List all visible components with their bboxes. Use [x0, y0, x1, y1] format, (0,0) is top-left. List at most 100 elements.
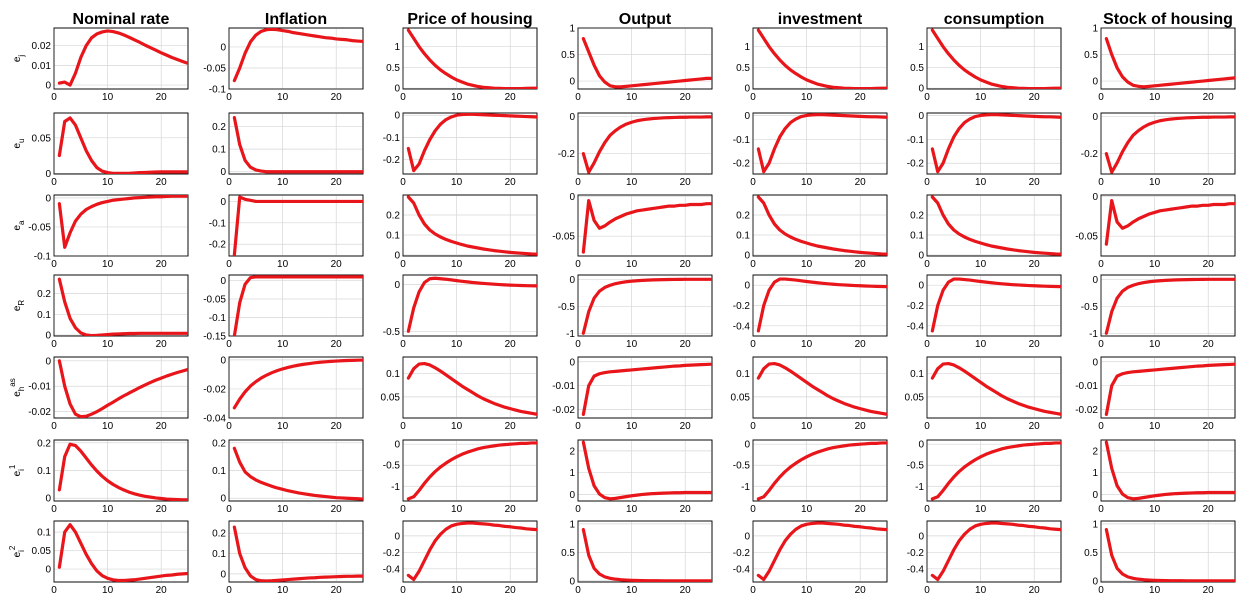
x-tick-label: 20 — [331, 259, 343, 270]
x-tick-label: 0 — [750, 177, 756, 188]
panel-border — [228, 194, 364, 257]
y-tick-label: 0.1 — [736, 369, 750, 380]
x-tick-label: 10 — [975, 177, 987, 188]
panel-5-5: 0 10 20 -1 -0.5 0 — [907, 439, 1062, 515]
panel-frame — [752, 520, 888, 583]
panel-3-0: 0 10 20 0 0.1 0.2 — [37, 274, 189, 350]
x-tick-label: 0 — [226, 421, 232, 432]
x-tick-label: 20 — [331, 92, 343, 103]
y-tick-label: 0 — [220, 494, 226, 505]
series-line — [756, 113, 887, 174]
panel-border — [53, 439, 189, 502]
y-tick-label: 0.05 — [731, 392, 751, 403]
series-line — [581, 527, 712, 582]
panel-border — [577, 439, 713, 502]
x-tick-label: 10 — [277, 177, 289, 188]
x-tick-label: 20 — [855, 504, 867, 515]
series-line — [406, 521, 537, 582]
panel-frame — [228, 194, 364, 257]
series-line — [406, 361, 537, 416]
panel-border — [577, 27, 713, 90]
series-line — [581, 37, 712, 89]
y-tick-label: 1 — [569, 24, 575, 35]
series-line — [1104, 198, 1235, 246]
row-label-text: eR — [12, 300, 26, 312]
x-tick-label: 10 — [975, 504, 987, 515]
y-tick-label: 0.05 — [381, 392, 401, 403]
series-line — [1104, 527, 1235, 582]
y-tick-label: 0 — [394, 111, 400, 122]
series-line — [57, 442, 188, 501]
row-label-sup: 1 — [8, 464, 17, 469]
x-tick-label: 0 — [51, 504, 57, 515]
panel-frame — [926, 439, 1062, 502]
y-tick-label: -0.1 — [733, 135, 751, 146]
row-label: ej — [12, 55, 26, 63]
x-tick-label: 0 — [400, 177, 406, 188]
panel-border — [1100, 194, 1236, 257]
x-tick-label: 20 — [1203, 585, 1215, 594]
x-tick-label: 10 — [277, 259, 289, 270]
y-tick-label: -0.4 — [733, 564, 751, 575]
y-tick-label: 0 — [569, 576, 575, 587]
series-line — [57, 29, 188, 87]
y-tick-label: 0.1 — [37, 466, 51, 477]
x-tick-label: 10 — [626, 504, 638, 515]
series-line — [930, 361, 1061, 416]
series-line — [756, 521, 887, 582]
x-tick-label: 10 — [801, 259, 813, 270]
y-tick-label: 0 — [918, 281, 924, 292]
x-tick-label: 0 — [226, 259, 232, 270]
column-title: Output — [619, 11, 672, 28]
y-tick-label: 0.05 — [32, 133, 52, 144]
x-tick-label: 0 — [750, 92, 756, 103]
y-tick-label: -0.5 — [383, 327, 401, 338]
y-tick-label: 0.2 — [212, 122, 226, 133]
y-tick-label: 0.1 — [212, 466, 226, 477]
y-tick-label: -0.1 — [383, 133, 401, 144]
row-label-main: e — [12, 391, 23, 397]
y-tick-label: -0.1 — [907, 135, 925, 146]
y-tick-label: -0.2 — [907, 159, 925, 170]
series-line — [232, 195, 363, 256]
y-tick-label: -0.02 — [28, 407, 51, 418]
x-tick-label: 0 — [51, 339, 57, 350]
panel-border — [228, 112, 364, 175]
x-tick-label: 0 — [924, 177, 930, 188]
panel-frame — [926, 27, 1062, 90]
x-tick-label: 20 — [331, 585, 343, 594]
panel-frame — [577, 274, 713, 337]
panel-frame — [926, 112, 1062, 175]
panel-frame — [752, 27, 888, 90]
y-tick-label: -0.2 — [558, 149, 576, 160]
y-tick-label: 0.2 — [212, 529, 226, 540]
panel-border — [752, 27, 888, 90]
x-tick-label: 0 — [750, 421, 756, 432]
x-tick-label: 10 — [975, 339, 987, 350]
y-tick-label: 0 — [45, 330, 51, 341]
y-tick-label: -0.02 — [1075, 405, 1098, 416]
x-tick-label: 0 — [924, 92, 930, 103]
y-tick-label: 0.1 — [910, 369, 924, 380]
y-tick-label: 0 — [1092, 192, 1098, 203]
x-tick-label: 20 — [156, 92, 168, 103]
panel-border — [577, 194, 713, 257]
y-tick-label: 0.1 — [37, 528, 51, 539]
x-tick-label: 0 — [1098, 92, 1104, 103]
panel-frame — [926, 520, 1062, 583]
y-tick-label: -0.2 — [383, 155, 401, 166]
x-tick-label: 0 — [575, 177, 581, 188]
series-line — [930, 113, 1061, 174]
x-tick-label: 0 — [575, 585, 581, 594]
x-tick-label: 10 — [277, 421, 289, 432]
series-line — [756, 28, 887, 89]
x-tick-label: 0 — [51, 421, 57, 432]
y-tick-label: -0.2 — [733, 301, 751, 312]
panel-1-2: 0 10 20 -0.2 -0.1 0 — [383, 111, 538, 188]
panel-border — [1100, 27, 1236, 90]
panel-2-4: 0 10 20 0 0.1 0.2 — [736, 194, 888, 270]
y-tick-label: -0.2 — [907, 548, 925, 559]
x-tick-label: 10 — [975, 421, 987, 432]
y-tick-label: -0.2 — [1081, 149, 1099, 160]
